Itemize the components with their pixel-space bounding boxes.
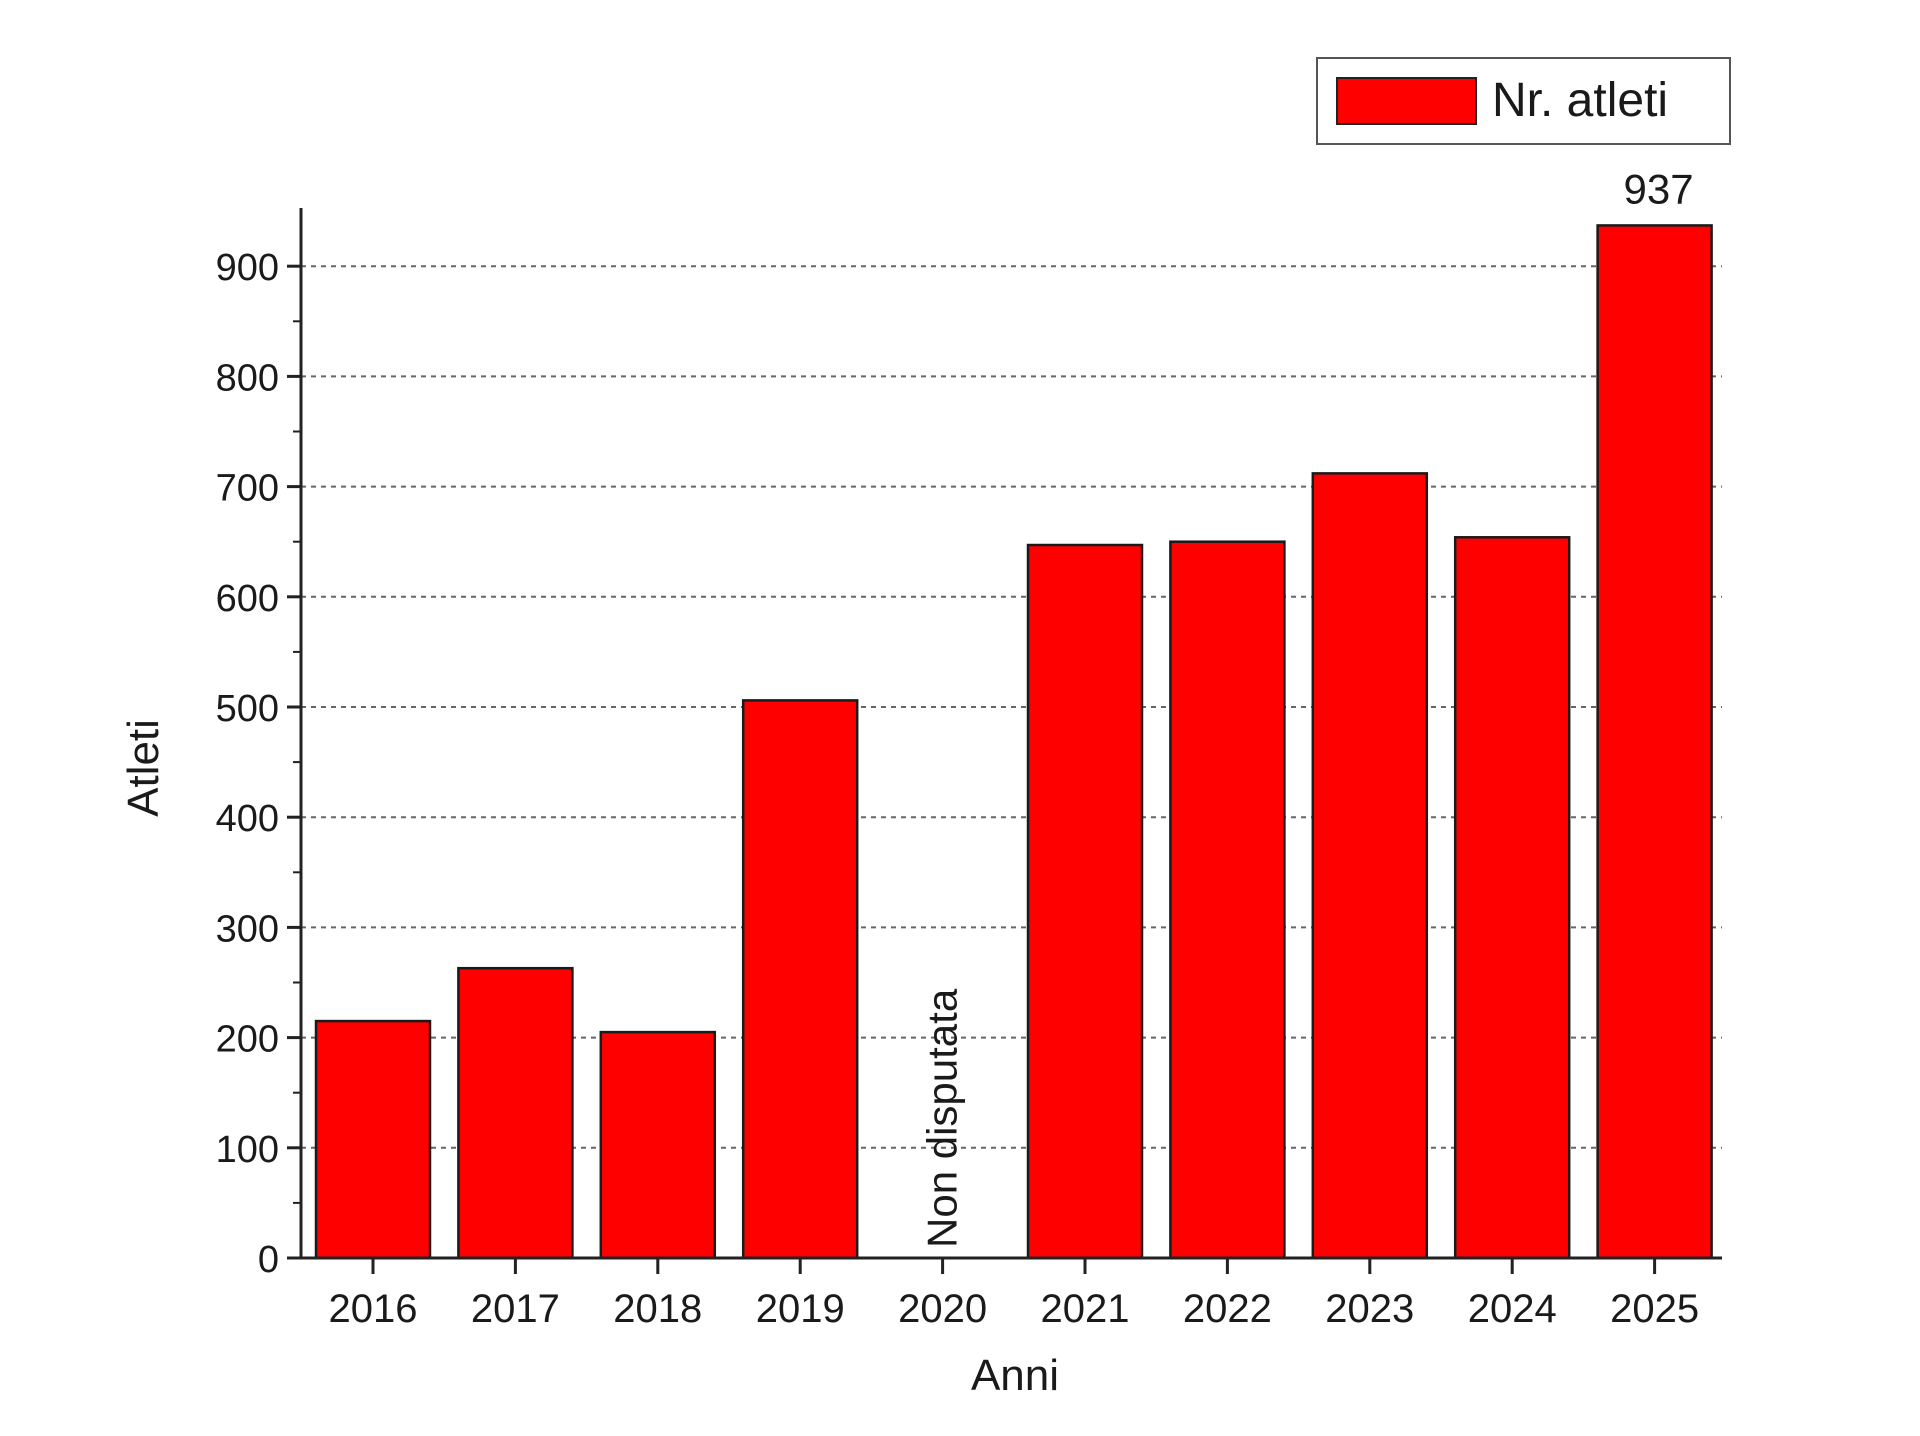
legend-label: Nr. atleti: [1492, 74, 1668, 127]
x-tick-label-2018: 2018: [613, 1287, 702, 1331]
y-tick-label-200: 200: [216, 1019, 279, 1061]
legend: Nr. atleti: [1316, 57, 1731, 145]
x-tick-label-2016: 2016: [329, 1287, 418, 1331]
y-axis-label: Atleti: [119, 719, 168, 817]
tick-labels: 0 100 200 300 400 500 600 700 800 900 2016 2017 2018…: [216, 247, 1699, 1331]
bar-2023: [1311, 472, 1429, 1260]
bar-2016: [314, 1019, 432, 1260]
bars: [314, 224, 1713, 1260]
bar-2025: [1596, 224, 1713, 1260]
x-tick-label-2022: 2022: [1183, 1287, 1272, 1331]
y-tick-label-800: 800: [216, 357, 279, 399]
x-axis-label: Anni: [971, 1351, 1059, 1400]
y-tick-label-500: 500: [216, 688, 279, 730]
x-tick-label-2017: 2017: [471, 1287, 560, 1331]
y-tick-label-0: 0: [258, 1239, 279, 1281]
x-tick-label-2021: 2021: [1041, 1287, 1130, 1331]
x-tick-label-2025: 2025: [1610, 1287, 1699, 1331]
y-tick-label-900: 900: [216, 247, 279, 289]
y-tick-label-100: 100: [216, 1129, 279, 1171]
bar-2018: [599, 1030, 717, 1260]
x-tick-label-2023: 2023: [1325, 1287, 1414, 1331]
x-tick-label-2020: 2020: [898, 1287, 987, 1331]
bar-2019: [741, 699, 859, 1260]
bar-2022: [1169, 540, 1286, 1260]
x-tick-label-2024: 2024: [1468, 1287, 1557, 1331]
data-label-2025: 937: [1624, 165, 1694, 212]
y-tick-label-700: 700: [216, 468, 279, 510]
x-tick-label-2019: 2019: [756, 1287, 845, 1331]
bar-2017: [457, 966, 574, 1260]
annotations: 937 Non disputata: [919, 165, 1694, 1248]
axes: [287, 208, 1722, 1274]
y-tick-label-400: 400: [216, 798, 279, 840]
bar-2024: [1453, 536, 1571, 1260]
y-tick-label-600: 600: [216, 578, 279, 620]
bar-2021: [1026, 543, 1144, 1260]
y-tick-label-300: 300: [216, 908, 279, 950]
annotation-2020: Non disputata: [919, 988, 966, 1248]
legend-swatch: [1336, 77, 1477, 125]
